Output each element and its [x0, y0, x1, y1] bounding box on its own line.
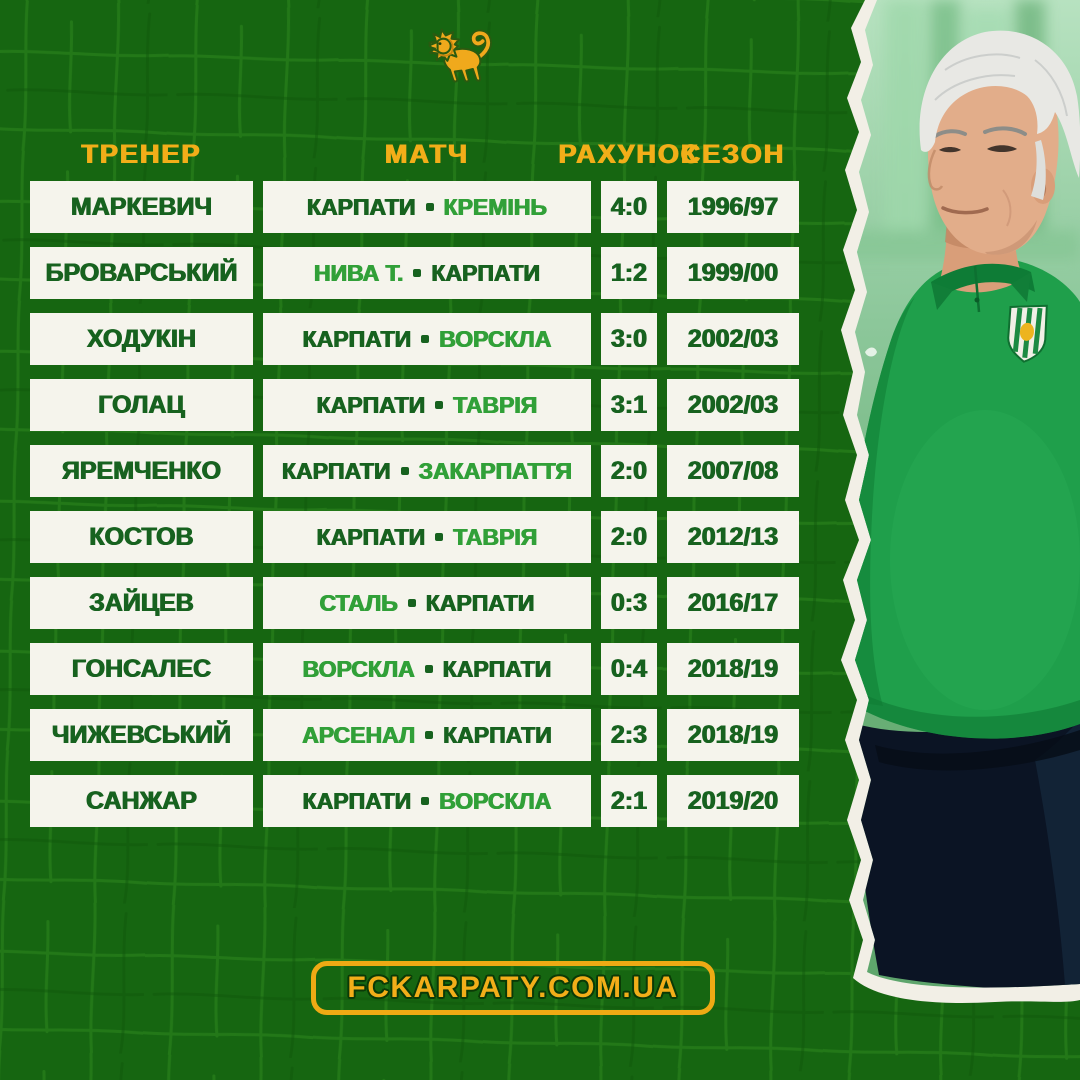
score-cell: 0:3: [601, 577, 657, 629]
match-cell: КАРПАТИ ТАВРІЯ: [263, 511, 591, 563]
coach-cell: ГОНСАЛЕС: [30, 643, 253, 695]
coach-cell: БРОВАРСЬКИЙ: [30, 247, 253, 299]
table-row: САНЖАР КАРПАТИ ВОРСКЛА 2:1 2019/20: [30, 775, 799, 827]
table-row: ЗАЙЦЕВ СТАЛЬ КАРПАТИ 0:3 2016/17: [30, 577, 799, 629]
team-karpaty: КАРПАТИ: [302, 787, 412, 814]
season-cell: 1996/97: [667, 181, 799, 233]
match-cell: КАРПАТИ ВОРСКЛА: [263, 775, 591, 827]
season-cell: 2018/19: [667, 643, 799, 695]
table-row: ХОДУКІН КАРПАТИ ВОРСКЛА 3:0 2002/03: [30, 313, 799, 365]
team-karpaty: КАРПАТИ: [442, 655, 552, 682]
season-cell: 2018/19: [667, 709, 799, 761]
coach-cell: ЯРЕМЧЕНКО: [30, 445, 253, 497]
season-cell: 2019/20: [667, 775, 799, 827]
separator-dot: [424, 665, 433, 673]
team-karpaty: КАРПАТИ: [307, 193, 416, 220]
score-cell: 2:3: [601, 709, 657, 761]
column-header-score: РАХУНОК: [558, 139, 700, 169]
column-header-coach: ТРЕНЕР: [81, 139, 202, 169]
team-karpaty: КАРПАТИ: [431, 259, 541, 286]
table-header-row: ТРЕНЕР МАТЧ РАХУНОК СЕЗОН: [30, 139, 799, 170]
team-opponent: НИВА Т.: [313, 259, 404, 286]
column-header-match: МАТЧ: [384, 139, 470, 169]
match-cell: КАРПАТИ КРЕМІНЬ: [263, 181, 591, 233]
website-pill[interactable]: FCKARPATY.COM.UA: [311, 961, 715, 1015]
team-opponent: ВОРСКЛА: [302, 655, 415, 682]
separator-dot: [425, 731, 434, 739]
season-cell: 2016/17: [667, 577, 799, 629]
team-opponent: СТАЛЬ: [319, 589, 398, 616]
season-cell: 2012/13: [667, 511, 799, 563]
coach-cell: САНЖАР: [30, 775, 253, 827]
table-row: ЯРЕМЧЕНКО КАРПАТИ ЗАКАРПАТТЯ 2:0 2007/08: [30, 445, 799, 497]
table-row: ГОНСАЛЕС ВОРСКЛА КАРПАТИ 0:4 2018/19: [30, 643, 799, 695]
team-karpaty: КАРПАТИ: [425, 589, 535, 616]
coach-cell: ГОЛАЦ: [30, 379, 253, 431]
season-cell: 2007/08: [667, 445, 799, 497]
team-opponent: ЗАКАРПАТТЯ: [418, 457, 572, 484]
coach-cell: ЗАЙЦЕВ: [30, 577, 253, 629]
coach-cell: ЧИЖЕВСЬКИЙ: [30, 709, 253, 761]
separator-dot: [400, 467, 409, 475]
season-cell: 2002/03: [667, 379, 799, 431]
team-opponent: ВОРСКЛА: [439, 787, 552, 814]
coach-cell: КОСТОВ: [30, 511, 253, 563]
team-opponent: ВОРСКЛА: [439, 325, 552, 352]
score-cell: 1:2: [601, 247, 657, 299]
coach-cell: МАРКЕВИЧ: [30, 181, 253, 233]
table-row: ЧИЖЕВСЬКИЙ АРСЕНАЛ КАРПАТИ 2:3 2018/19: [30, 709, 799, 761]
results-table: МАРКЕВИЧ КАРПАТИ КРЕМІНЬ 4:0 1996/97 БРОВАРСЬ…: [30, 181, 799, 841]
score-cell: 4:0: [601, 181, 657, 233]
match-cell: КАРПАТИ ТАВРІЯ: [263, 379, 591, 431]
match-cell: ВОРСКЛА КАРПАТИ: [263, 643, 591, 695]
team-karpaty: КАРПАТИ: [302, 325, 412, 352]
team-opponent: ТАВРІЯ: [453, 523, 538, 550]
score-cell: 0:4: [601, 643, 657, 695]
team-karpaty: КАРПАТИ: [443, 721, 552, 748]
team-opponent: АРСЕНАЛ: [302, 721, 416, 748]
team-opponent: КРЕМІНЬ: [443, 193, 547, 220]
coach-cell: ХОДУКІН: [30, 313, 253, 365]
separator-dot: [407, 599, 416, 607]
team-opponent: ТАВРІЯ: [453, 391, 538, 418]
separator-dot: [435, 533, 444, 541]
score-cell: 2:0: [601, 511, 657, 563]
separator-dot: [421, 335, 430, 343]
score-cell: 2:0: [601, 445, 657, 497]
match-cell: КАРПАТИ ЗАКАРПАТТЯ: [263, 445, 591, 497]
season-cell: 1999/00: [667, 247, 799, 299]
separator-dot: [413, 269, 422, 277]
shirt-brand-mark: [865, 347, 877, 357]
table-row: КОСТОВ КАРПАТИ ТАВРІЯ 2:0 2012/13: [30, 511, 799, 563]
match-cell: СТАЛЬ КАРПАТИ: [263, 577, 591, 629]
table-row: МАРКЕВИЧ КАРПАТИ КРЕМІНЬ 4:0 1996/97: [30, 181, 799, 233]
score-cell: 2:1: [601, 775, 657, 827]
separator-dot: [425, 203, 434, 211]
coach-photo: [841, 0, 1080, 1003]
table-row: ГОЛАЦ КАРПАТИ ТАВРІЯ 3:1 2002/03: [30, 379, 799, 431]
club-lion-logo: [428, 28, 492, 83]
table-row: БРОВАРСЬКИЙ НИВА Т. КАРПАТИ 1:2 1999/00: [30, 247, 799, 299]
team-karpaty: КАРПАТИ: [282, 457, 391, 484]
website-label: FCKARPATY.COM.UA: [347, 971, 679, 1004]
team-karpaty: КАРПАТИ: [316, 523, 426, 550]
separator-dot: [435, 401, 444, 409]
separator-dot: [421, 797, 430, 805]
score-cell: 3:0: [601, 313, 657, 365]
season-cell: 2002/03: [667, 313, 799, 365]
score-cell: 3:1: [601, 379, 657, 431]
team-karpaty: КАРПАТИ: [316, 391, 426, 418]
match-cell: АРСЕНАЛ КАРПАТИ: [263, 709, 591, 761]
karpaty-crest-shield: [1007, 304, 1048, 363]
match-cell: КАРПАТИ ВОРСКЛА: [263, 313, 591, 365]
column-header-season: СЕЗОН: [680, 139, 786, 169]
match-cell: НИВА Т. КАРПАТИ: [263, 247, 591, 299]
